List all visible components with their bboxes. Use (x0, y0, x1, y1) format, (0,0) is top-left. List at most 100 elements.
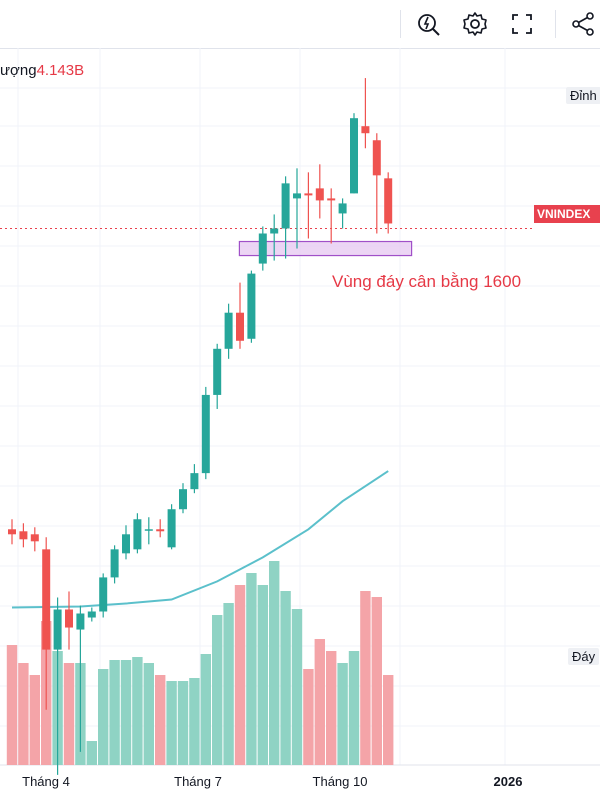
share-icon[interactable] (568, 9, 598, 39)
candle (384, 172, 393, 234)
toolbar-separator (400, 10, 401, 38)
volume-bar (212, 615, 223, 765)
candle (65, 591, 73, 650)
candle (122, 525, 130, 560)
candle-body (372, 140, 381, 176)
candle (338, 198, 347, 229)
candle (99, 573, 108, 618)
volume-bar (303, 669, 314, 765)
candle-body (8, 529, 16, 535)
volume-legend-value: 4.143B (36, 62, 85, 79)
volume-bar (314, 639, 325, 765)
candle-body (19, 531, 28, 540)
candle-body (76, 613, 85, 630)
price-chart[interactable]: Tháng 4 Tháng 7 Tháng 10 2026 (0, 48, 600, 800)
volume-bar (132, 657, 143, 765)
volume-bar (257, 585, 268, 765)
volume-bar (383, 675, 394, 765)
candle-body (293, 193, 301, 199)
candle-body (236, 312, 244, 341)
peak-label: Đỉnh (566, 87, 600, 104)
volume-bar (189, 678, 200, 765)
candle-body (201, 394, 210, 474)
candle (236, 282, 244, 349)
volume-bar (109, 660, 120, 765)
volume-bar (98, 669, 109, 765)
candle-body (270, 228, 279, 234)
candle-body (224, 312, 233, 349)
candle-body (315, 188, 324, 201)
balance-zone-box (238, 240, 413, 257)
candle (372, 133, 381, 234)
volume-bar (234, 585, 246, 765)
candle (156, 519, 165, 538)
candle-body (350, 118, 358, 194)
candle (19, 523, 28, 548)
volume-bar (120, 660, 132, 765)
moving-average-line (11, 470, 389, 609)
volume-bar (280, 591, 291, 765)
volume-bar (143, 663, 154, 765)
volume-bar (63, 663, 75, 765)
volume-bar (223, 603, 234, 765)
candle (8, 519, 16, 545)
settings-icon[interactable] (460, 9, 490, 39)
volume-bar (291, 609, 303, 765)
candle (247, 270, 256, 343)
volume-bar (326, 651, 337, 765)
candle-body (213, 348, 222, 395)
candle-body (247, 273, 256, 339)
candle-body (133, 519, 142, 550)
candle (110, 545, 119, 584)
quick-analysis-icon[interactable] (414, 9, 444, 39)
volume-bar (86, 741, 97, 765)
volume-bar (337, 663, 348, 765)
candle-body (304, 193, 313, 196)
candle (281, 176, 290, 259)
candle (201, 386, 210, 480)
toolbar-separator (555, 10, 556, 38)
candle-body (281, 183, 290, 229)
candle (361, 78, 370, 149)
candle-body (361, 126, 370, 134)
candle (304, 172, 313, 239)
volume-bar (155, 675, 166, 765)
candle (144, 517, 153, 545)
volume-bar (348, 651, 360, 765)
candle (87, 607, 96, 622)
fullscreen-icon[interactable] (507, 9, 537, 39)
candle (76, 605, 85, 752)
volume-bar (166, 681, 177, 765)
candle-body (144, 529, 153, 531)
candle (315, 164, 324, 219)
balance-zone (238, 240, 413, 257)
candle (167, 504, 176, 550)
candle-body (384, 178, 393, 224)
candle-body (87, 611, 96, 618)
volume-bar (200, 654, 211, 765)
candle-body (42, 549, 51, 650)
candle (327, 188, 336, 244)
volume-bar (177, 681, 189, 765)
time-tick-label: Tháng 10 (313, 774, 368, 789)
candle (30, 527, 39, 552)
candle-body (338, 203, 347, 214)
volume-bar (371, 597, 382, 765)
time-tick-label: Tháng 4 (22, 774, 70, 789)
candle-body (65, 609, 73, 628)
candle (270, 214, 279, 261)
candle (350, 113, 358, 194)
candle-body (190, 473, 199, 490)
candle-body (156, 529, 165, 532)
candle (179, 483, 187, 514)
candle-body (110, 549, 119, 578)
time-tick-label: Tháng 7 (174, 774, 222, 789)
candle (293, 168, 301, 249)
candle-body (53, 609, 62, 650)
volume-legend-text: ượng (0, 62, 37, 79)
volume-bar (29, 675, 40, 765)
candle-body (167, 509, 176, 548)
candle (258, 226, 267, 271)
candle (190, 464, 199, 494)
candle (133, 513, 142, 554)
